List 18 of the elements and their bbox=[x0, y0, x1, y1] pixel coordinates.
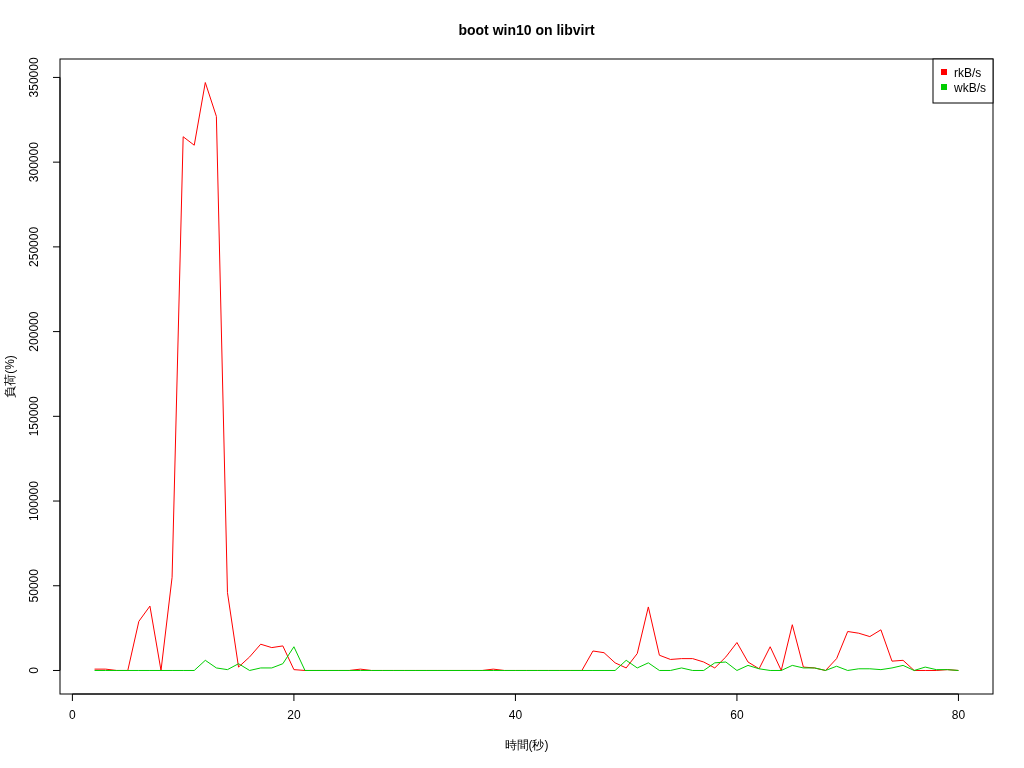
x-tick-label: 60 bbox=[730, 708, 744, 722]
y-tick-label: 250000 bbox=[27, 226, 41, 267]
y-tick-label: 300000 bbox=[27, 141, 41, 183]
x-axis-title: 時間(秒) bbox=[504, 738, 549, 752]
x-tick-label: 0 bbox=[69, 708, 77, 722]
y-tick-label: 0 bbox=[27, 666, 41, 674]
x-tick-label: 20 bbox=[287, 708, 301, 722]
y-tick-label: 100000 bbox=[27, 480, 41, 522]
legend-label: wkB/s bbox=[953, 81, 987, 95]
y-tick-label: 350000 bbox=[27, 57, 41, 98]
y-tick-label: 50000 bbox=[27, 568, 41, 603]
chart-title: boot win10 on libvirt bbox=[458, 22, 595, 38]
x-tick-label: 40 bbox=[508, 708, 523, 722]
x-tick-label: 80 bbox=[951, 708, 966, 722]
y-tick-label: 200000 bbox=[27, 311, 41, 352]
y-tick-label: 150000 bbox=[27, 395, 41, 437]
y-axis-title: 負荷(%) bbox=[3, 355, 17, 398]
legend-label: rkB/s bbox=[954, 66, 982, 80]
